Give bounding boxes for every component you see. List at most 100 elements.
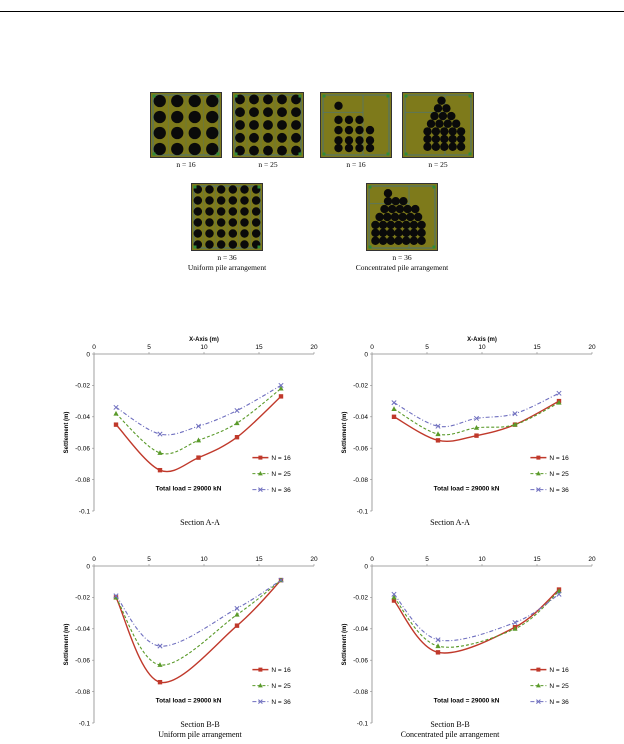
data-point-n36: [391, 591, 397, 597]
corner-node: [298, 94, 302, 98]
pile-circle: [263, 145, 273, 156]
corner-node: [322, 152, 326, 156]
x-tick-label: 0: [92, 344, 96, 351]
chart1-svg: 0 5 10 15 20 0 -0.02 -0.04 -0.06 -0.08 -0.1 X-Axis …: [64, 337, 318, 515]
pile-circle: [394, 228, 403, 238]
pile-circle: [228, 240, 238, 249]
legend-marker: [536, 667, 541, 672]
corner-node: [257, 185, 261, 189]
chart3-caption: Section B-B: [180, 720, 220, 729]
pile-circle: [433, 104, 443, 113]
corner-node: [322, 94, 326, 98]
data-point-n36: [278, 382, 284, 388]
y-tick-label: 0: [86, 351, 90, 358]
data-point-n25: [512, 626, 518, 631]
corner-node: [216, 94, 220, 98]
pile-circle: [249, 132, 259, 143]
y-axis-label: Settlement (m): [64, 624, 70, 666]
pile-circle: [409, 220, 419, 230]
pile-circle: [240, 207, 249, 216]
data-point-n25: [556, 588, 562, 594]
y-tick-label: 0: [364, 351, 368, 358]
chart2-caption: Section A-A: [430, 518, 470, 527]
data-point-n25: [556, 399, 562, 405]
pile-circle: [417, 228, 426, 238]
settlement-chart-concentrated-section-b: 0 5 10 15 20 0 -0.02 -0.04 -0.06 -0.08 -0.1 Settlem…: [330, 540, 600, 730]
pile-circle: [193, 207, 203, 216]
pile-circle: [216, 196, 226, 205]
settlement-chart-concentrated-section-a: 0 5 10 15 20 0 -0.02 -0.04 -0.06 -0.08 -0.1 X-Axis …: [330, 328, 600, 518]
pile-circle: [228, 207, 238, 216]
panel-caption-uniform-25: n = 25: [258, 160, 278, 169]
pile-circle: [193, 196, 203, 205]
pile-circle: [205, 229, 214, 238]
x-tick-label: 15: [533, 344, 541, 351]
pile-circle: [386, 228, 395, 238]
pile-circle: [216, 185, 226, 194]
x-tick-label: 10: [200, 556, 208, 563]
data-point-n36: [435, 423, 441, 429]
legend-marker: [536, 683, 541, 688]
data-point-n36: [473, 415, 480, 421]
pile-circle: [171, 142, 184, 156]
y-tick-label: -0.1: [357, 720, 369, 727]
legend-label: N = 16: [271, 667, 291, 674]
pile-circle: [153, 142, 166, 156]
x-tick-label: 5: [147, 556, 151, 563]
y-tick-label: -0.04: [353, 414, 368, 421]
pile-circle: [423, 127, 432, 136]
pile-circle: [277, 132, 287, 143]
pile-circle: [378, 228, 388, 238]
panel-caption-uniform-36: n = 36: [217, 253, 237, 262]
pile-circle: [240, 185, 249, 194]
pile-circle: [443, 119, 452, 128]
pile-circle: [235, 132, 245, 143]
pile-panel-concentrated-36: [366, 183, 438, 251]
pile-circle: [249, 94, 259, 105]
pile-panel-uniform-36: [191, 183, 263, 251]
x-tick-label: 0: [370, 556, 374, 563]
x-axis-label: X-Axis (m): [189, 337, 219, 343]
pile-circle: [193, 218, 203, 227]
pile-circle: [228, 185, 238, 194]
pile-circle: [440, 127, 449, 136]
x-tick-label: 5: [147, 344, 151, 351]
pile-circle: [375, 212, 384, 222]
pile-circle: [431, 134, 441, 144]
page-top-rule: [0, 11, 624, 12]
y-tick-label: -0.06: [75, 658, 90, 665]
legend-marker: [258, 471, 263, 476]
y-tick-label: -0.08: [353, 477, 368, 484]
series-line-n36: [115, 384, 282, 436]
pile-circle: [406, 212, 415, 222]
legend-label: N = 36: [271, 487, 291, 494]
data-point-n16: [234, 435, 240, 440]
pile-circle: [188, 94, 201, 108]
y-tick-label: -0.08: [75, 689, 90, 696]
pile-circle: [240, 218, 249, 227]
legend-marker: [258, 683, 263, 688]
pile-layout-c16: [322, 94, 390, 156]
pile-circle: [383, 189, 393, 198]
y-tick-label: -0.02: [353, 383, 368, 390]
pile-circle: [216, 229, 226, 238]
series-line-n36: [115, 579, 282, 647]
pile-circle: [355, 115, 364, 125]
data-point-n36: [556, 591, 562, 597]
legend-marker: [536, 487, 541, 492]
chart4-svg: 0 5 10 15 20 0 -0.02 -0.04 -0.06 -0.08 -0.1 Settlem…: [342, 556, 596, 727]
chart2-svg: 0 5 10 15 20 0 -0.02 -0.04 -0.06 -0.08 -0.1 X-Axis …: [342, 337, 596, 515]
y-tick-label: -0.04: [353, 626, 368, 633]
pile-circle: [399, 196, 408, 206]
pile-circle: [277, 145, 287, 156]
pile-circle: [334, 143, 343, 153]
pile-circle: [398, 212, 407, 222]
panel-caption-concentrated-36: n = 36: [392, 253, 412, 262]
x-tick-label: 10: [478, 556, 486, 563]
data-point-n25: [113, 410, 119, 416]
pile-circle: [448, 142, 457, 151]
pile-circle: [388, 204, 397, 214]
pile-circle: [365, 143, 375, 153]
pile-circle: [171, 94, 184, 108]
corner-node: [432, 245, 436, 249]
